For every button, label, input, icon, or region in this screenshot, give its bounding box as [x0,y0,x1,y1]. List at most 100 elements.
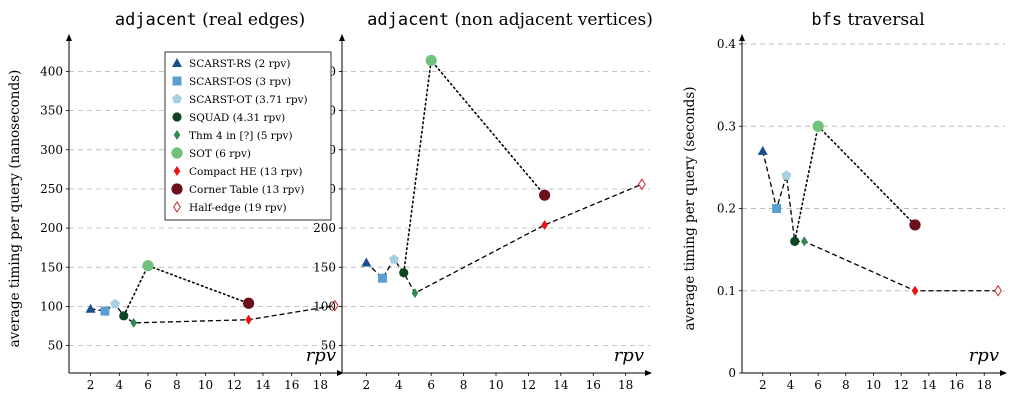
chart-title-code: adjacent [367,10,449,30]
circle-marker [142,260,154,272]
chart-title-text: (real edges) [197,10,305,30]
circle-marker [171,183,183,195]
x-tick-label: 18 [618,378,633,392]
x-tick-label: 10 [198,378,213,392]
x-tick-label: 8 [173,378,181,392]
y-axis-arrow [739,34,745,41]
x-tick-label: 8 [842,378,850,392]
chart-2: 2468101214161850100150200250300350400adj… [313,10,653,392]
chart-title-text: traversal [842,10,925,30]
y-tick-label: 100 [313,299,336,313]
x-tick-label: 8 [460,378,468,392]
legend-item: SCARST-OT (3.71 rpv) [172,93,308,106]
legend-item: SCARST-RS (2 rpv) [172,58,290,70]
y-axis-label: average timing per query (nanoseconds) [7,70,23,348]
y-tick-label: 0.2 [717,202,736,216]
x-axis-label: rpv [969,345,999,366]
diamond-marker [800,236,808,247]
legend-item: SOT (6 rpv) [171,147,251,160]
legend-label: SQUAD (4.31 rpv) [189,112,285,124]
diamond-marker [911,285,919,296]
y-tick-label: 100 [40,299,63,313]
x-tick-label: 2 [87,378,95,392]
x-tick-label: 2 [362,378,370,392]
triangle-marker [172,58,182,67]
legend-label: SCARST-RS (2 rpv) [189,58,290,70]
x-tick-label: 10 [488,378,503,392]
diamond-open-marker [330,299,339,312]
x-axis-arrow [1000,370,1007,376]
x-axis-arrow [645,370,652,376]
circle-marker [425,54,437,67]
circle-marker [171,147,183,159]
square-marker [772,204,782,213]
x-tick-label: 12 [894,378,909,392]
series-line-dashed [762,150,999,292]
legend-item: Thm 4 in [?] (5 rpv) [173,130,293,142]
y-axis-arrow [66,34,72,41]
legend-item: SCARST-OS (3 rpv) [172,76,291,88]
y-tick-label: 200 [313,221,336,235]
x-tick-label: 18 [313,378,328,392]
chart-title: bfs traversal [811,10,924,30]
series-line-dotted [122,264,250,317]
legend-label: SOT (6 rpv) [189,148,251,160]
square-marker [378,273,388,283]
y-axis-arrow [339,34,345,41]
legend-item: Half-edge (19 rpv) [173,201,287,214]
diamond-open-marker [637,178,646,191]
pentagon-marker [110,298,121,309]
legend: SCARST-RS (2 rpv) SCARST-OS (3 rpv) SCARST… [164,51,332,221]
legend-label: SCARST-OS (3 rpv) [189,76,291,88]
diamond-marker [130,317,137,328]
y-tick-label: 200 [40,221,63,235]
legend-box [164,51,332,221]
x-tick-label: 12 [521,378,536,392]
chart-title: adjacent (non adjacent vertices) [367,10,653,30]
y-tick-label: 0 [728,366,736,380]
triangle-marker [85,303,96,313]
circle-marker [172,112,182,122]
diamond-marker [411,288,419,299]
x-tick-label: 14 [553,378,569,392]
chart-title-text: (non adjacent vertices) [449,10,653,30]
legend-item: SQUAD (4.31 rpv) [172,112,285,124]
y-tick-label: 150 [313,260,336,274]
x-tick-label: 6 [144,378,152,392]
x-tick-label: 16 [284,378,299,392]
series-line-dotted [793,124,916,243]
x-axis-arrow [337,370,344,376]
y-tick-label: 50 [321,339,336,353]
y-tick-label: 0.3 [717,119,736,133]
x-tick-label: 4 [395,378,403,392]
x-tick-label: 4 [787,378,795,392]
circle-marker [539,189,551,201]
x-tick-label: 14 [255,378,271,392]
diamond-marker [541,219,548,230]
diamond-open-marker [173,201,181,213]
x-tick-label: 16 [586,378,601,392]
x-tick-label: 16 [949,378,964,392]
chart-title-code: bfs [811,10,842,30]
legend-item: Corner Table (13 rpv) [171,183,304,196]
y-tick-label: 50 [48,339,63,353]
legend-label: SCARST-OT (3.71 rpv) [189,94,308,106]
x-tick-label: 6 [814,378,822,392]
circle-marker [909,219,921,231]
y-tick-label: 350 [40,104,63,118]
diamond-open-marker [994,284,1002,297]
chart-title: adjacent (real edges) [115,10,305,30]
diamond-marker [173,130,181,140]
circle-marker [119,311,129,321]
x-tick-label: 10 [866,378,881,392]
x-tick-label: 12 [227,378,242,392]
x-tick-label: 14 [921,378,937,392]
x-tick-label: 2 [759,378,767,392]
legend-label: Half-edge (19 rpv) [189,202,287,214]
pentagon-marker [389,254,399,264]
triangle-marker [361,257,372,267]
legend-label: Corner Table (13 rpv) [189,184,304,196]
legend-item: Compact HE (13 rpv) [173,166,302,178]
circle-marker [790,236,800,246]
